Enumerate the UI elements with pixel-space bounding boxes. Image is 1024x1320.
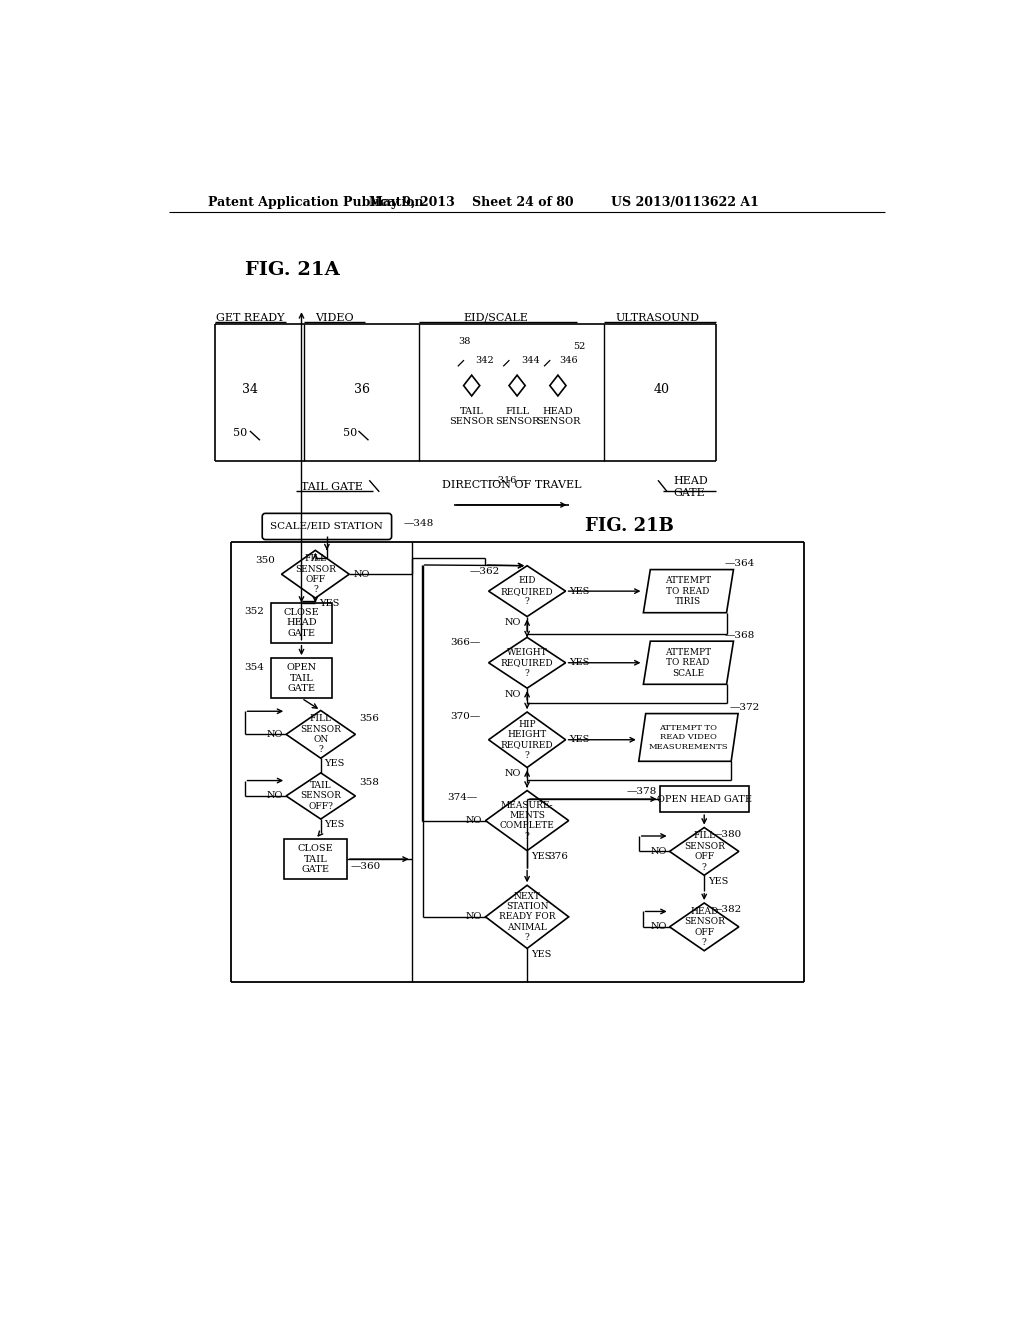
Text: CLOSE
HEAD
GATE: CLOSE HEAD GATE (284, 607, 319, 638)
Text: ULTRASOUND: ULTRASOUND (616, 313, 700, 323)
Text: 34: 34 (242, 383, 258, 396)
Text: FILL
SENSOR
ON
?: FILL SENSOR ON ? (300, 714, 341, 755)
Text: NEXT
STATION
READY FOR
ANIMAL
?: NEXT STATION READY FOR ANIMAL ? (499, 891, 555, 942)
Text: FILL
SENSOR
OFF
?: FILL SENSOR OFF ? (684, 832, 725, 871)
Bar (270, 659, 333, 698)
Text: YES: YES (319, 599, 340, 609)
Text: 346: 346 (559, 356, 579, 366)
Text: FIG. 21A: FIG. 21A (245, 261, 339, 279)
Text: 344: 344 (521, 356, 540, 366)
Text: TAIL
SENSOR: TAIL SENSOR (450, 407, 494, 426)
Text: NO: NO (466, 816, 482, 825)
Text: NO: NO (650, 923, 667, 932)
Text: 356: 356 (359, 714, 379, 723)
Text: 50: 50 (343, 428, 357, 437)
Text: 52: 52 (573, 342, 586, 351)
Text: Sheet 24 of 80: Sheet 24 of 80 (472, 195, 574, 209)
Text: YES: YES (569, 659, 590, 667)
Text: May 9, 2013: May 9, 2013 (369, 195, 455, 209)
Text: —362: —362 (470, 566, 500, 576)
Text: 366—: 366— (451, 639, 481, 647)
Text: EID
REQUIRED
?: EID REQUIRED ? (501, 577, 553, 606)
Text: NO: NO (650, 847, 667, 855)
Text: CLOSE
TAIL
GATE: CLOSE TAIL GATE (298, 845, 333, 874)
Text: OPEN
TAIL
GATE: OPEN TAIL GATE (287, 663, 316, 693)
Text: US 2013/0113622 A1: US 2013/0113622 A1 (611, 195, 759, 209)
Text: SCALE/EID STATION: SCALE/EID STATION (270, 521, 383, 531)
Text: ATTEMPT TO
READ VIDEO
MEASUREMENTS: ATTEMPT TO READ VIDEO MEASUREMENTS (648, 725, 728, 751)
Text: TAIL GATE: TAIL GATE (301, 482, 364, 492)
Bar (270, 603, 333, 643)
Text: YES: YES (569, 586, 590, 595)
Text: VIDEO: VIDEO (315, 313, 354, 323)
Text: 354: 354 (245, 663, 264, 672)
Text: 358: 358 (359, 777, 379, 787)
Text: NO: NO (505, 770, 521, 777)
Text: WEIGHT
REQUIRED
?: WEIGHT REQUIRED ? (501, 648, 553, 677)
Text: NO: NO (353, 570, 370, 578)
Text: ATTEMPT
TO READ
SCALE: ATTEMPT TO READ SCALE (665, 648, 711, 677)
Text: 40: 40 (654, 383, 670, 396)
Text: —378: —378 (627, 787, 656, 796)
Text: HEAD
SENSOR
OFF
?: HEAD SENSOR OFF ? (684, 907, 725, 946)
Text: NO: NO (266, 730, 283, 739)
Text: NO: NO (466, 912, 482, 921)
Bar (659, 785, 749, 812)
Text: 376: 376 (549, 853, 568, 861)
Text: —348: —348 (403, 519, 434, 528)
Text: 350: 350 (255, 556, 275, 565)
Text: —360: —360 (351, 862, 381, 871)
Text: NO: NO (505, 618, 521, 627)
Text: YES: YES (708, 876, 728, 886)
Text: 38: 38 (458, 337, 470, 346)
Text: GET READY: GET READY (216, 313, 285, 323)
Text: HIP
HEIGHT
REQUIRED
?: HIP HEIGHT REQUIRED ? (501, 719, 553, 760)
Text: —368: —368 (725, 631, 756, 639)
Text: 374—: 374— (447, 793, 478, 803)
Text: YES: YES (325, 759, 345, 768)
Text: OPEN HEAD GATE: OPEN HEAD GATE (656, 795, 752, 804)
Text: —372: —372 (730, 704, 760, 711)
Text: YES: YES (531, 950, 551, 960)
Text: FILL
SENSOR: FILL SENSOR (495, 407, 540, 426)
Text: 36: 36 (353, 383, 370, 396)
Text: MEASURE-
MENTS
COMPLETE
?: MEASURE- MENTS COMPLETE ? (500, 800, 555, 841)
Text: 352: 352 (245, 607, 264, 616)
Text: —380: —380 (712, 830, 742, 840)
Text: 370—: 370— (451, 713, 481, 721)
Text: TAIL
SENSOR
OFF?: TAIL SENSOR OFF? (300, 781, 341, 810)
Text: YES: YES (325, 820, 345, 829)
Text: YES: YES (531, 853, 551, 861)
Text: 342: 342 (475, 356, 495, 366)
Text: Patent Application Publication: Patent Application Publication (208, 195, 423, 209)
Text: EID/SCALE: EID/SCALE (464, 313, 528, 323)
Text: FILL
SENSOR
OFF
?: FILL SENSOR OFF ? (295, 554, 336, 594)
Text: HEAD
GATE: HEAD GATE (674, 477, 709, 498)
Text: FIG. 21B: FIG. 21B (585, 517, 674, 536)
Text: NO: NO (266, 792, 283, 800)
Text: YES: YES (569, 735, 590, 744)
Text: —316—: —316— (488, 475, 527, 484)
Text: —364: —364 (725, 558, 756, 568)
Text: HEAD
SENSOR: HEAD SENSOR (536, 407, 581, 426)
Text: 50: 50 (233, 428, 248, 437)
Text: DIRECTION OF TRAVEL: DIRECTION OF TRAVEL (442, 480, 582, 490)
Text: —382: —382 (712, 906, 742, 915)
Text: NO: NO (505, 690, 521, 698)
Bar (284, 840, 347, 879)
Text: ATTEMPT
TO READ
TIRIS: ATTEMPT TO READ TIRIS (665, 577, 711, 606)
